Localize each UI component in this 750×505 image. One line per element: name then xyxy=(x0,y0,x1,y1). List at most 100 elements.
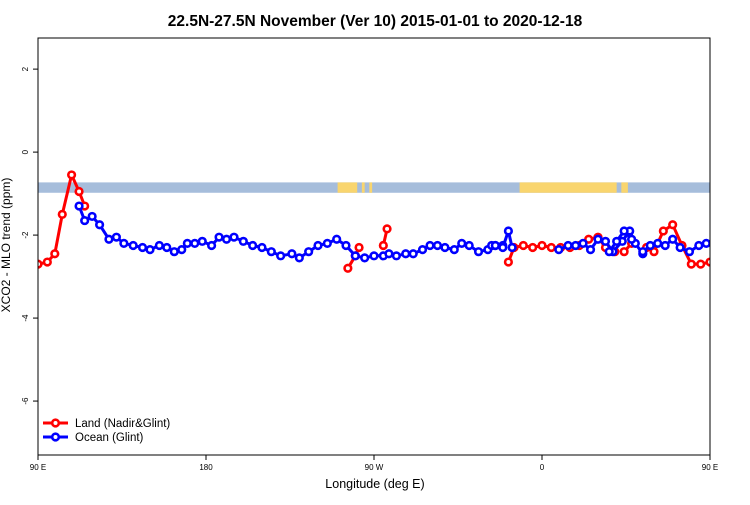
land-series-point xyxy=(688,261,695,268)
ocean-series-point xyxy=(451,246,458,253)
ocean-series-point xyxy=(139,244,146,251)
ocean-series-point xyxy=(595,236,602,243)
ocean-series-point xyxy=(343,242,350,249)
y-tick-label: 2 xyxy=(21,66,30,71)
ocean-series-point xyxy=(164,244,171,251)
ocean-series-point xyxy=(121,240,128,247)
ocean-series-point xyxy=(731,244,738,251)
plot-area xyxy=(35,172,750,272)
land-series-point xyxy=(52,250,59,257)
ocean-series-point xyxy=(712,244,719,251)
land-band-segment xyxy=(362,182,365,192)
ocean-series-point xyxy=(192,240,199,247)
ocean-series-point xyxy=(113,234,120,241)
ocean-series-point xyxy=(96,221,103,228)
y-axis-label: XCO2 - MLO trend (ppm) xyxy=(0,178,13,313)
ocean-series-point xyxy=(458,240,465,247)
ocean-series-point xyxy=(240,238,247,245)
ocean-series-point xyxy=(147,246,154,253)
ocean-series-point xyxy=(386,250,393,257)
ocean-series-point xyxy=(662,242,669,249)
land-band-segment xyxy=(621,182,628,192)
ocean-series-point xyxy=(216,234,223,241)
ocean-series-point xyxy=(744,234,750,241)
legend: Land (Nadir&Glint)Ocean (Glint) xyxy=(43,418,170,444)
ocean-series-point xyxy=(565,242,572,249)
land-series-point xyxy=(660,228,667,235)
ocean-series-point xyxy=(669,236,676,243)
ocean-series-point xyxy=(410,250,417,257)
ocean-series-point xyxy=(361,255,368,262)
ocean-series-point xyxy=(722,248,729,255)
ocean-series-point xyxy=(296,255,303,262)
ocean-series-point xyxy=(81,217,88,224)
land-series-point xyxy=(669,221,676,228)
legend-land-label: Land (Nadir&Glint) xyxy=(75,418,170,430)
ocean-series-point xyxy=(89,213,96,220)
ocean-series-point xyxy=(587,246,594,253)
ocean-series-point xyxy=(613,238,620,245)
land-series-point xyxy=(529,244,536,251)
ocean-series-point xyxy=(654,240,661,247)
ocean-series-point xyxy=(289,250,296,257)
ocean-series-point xyxy=(492,242,499,249)
y-tick-label: -4 xyxy=(21,314,30,322)
ocean-series-point xyxy=(602,238,609,245)
x-tick-label: 90 E xyxy=(702,463,718,472)
ocean-series-point xyxy=(509,244,516,251)
legend-ocean-marker xyxy=(52,434,59,441)
ocean-series-point xyxy=(677,244,684,251)
ocean-series-point xyxy=(500,244,507,251)
land-series-point xyxy=(548,244,555,251)
ocean-series-point xyxy=(621,228,628,235)
ocean-series-point xyxy=(171,248,178,255)
land-series-point xyxy=(380,242,387,249)
ocean-series-point xyxy=(184,240,191,247)
land-band-segment xyxy=(369,182,372,192)
land-series-point xyxy=(520,242,527,249)
x-tick-label: 0 xyxy=(540,463,545,472)
ocean-series-point xyxy=(442,244,449,251)
ocean-series-point xyxy=(628,236,635,243)
ocean-series-point xyxy=(738,238,745,245)
land-series-point xyxy=(539,242,546,249)
ocean-series-point xyxy=(199,238,206,245)
ocean-series-point xyxy=(696,242,703,249)
ocean-series-point xyxy=(324,240,331,247)
land-series-point xyxy=(384,226,391,233)
land-series-point xyxy=(345,265,352,272)
ocean-series-point xyxy=(76,203,83,210)
ocean-series-point xyxy=(315,242,322,249)
ocean-series-point xyxy=(371,253,378,260)
land-series-point xyxy=(725,211,732,218)
ocean-series-point xyxy=(427,242,434,249)
x-axis-label: Longitude (deg E) xyxy=(325,477,424,491)
ocean-series-point xyxy=(223,236,230,243)
land-band-segment xyxy=(520,182,617,192)
land-series-point xyxy=(744,188,750,195)
ocean-series-point xyxy=(268,248,275,255)
land-band-segment xyxy=(338,182,358,192)
ocean-series-point xyxy=(106,236,113,243)
ocean-series-point xyxy=(606,248,613,255)
land-series-point xyxy=(505,259,512,266)
ocean-series-point xyxy=(156,242,163,249)
ocean-series-point xyxy=(640,248,647,255)
y-tick-label: 0 xyxy=(21,149,30,154)
land-series-point xyxy=(716,250,723,257)
ocean-series-point xyxy=(208,242,215,249)
land-series-point xyxy=(697,261,704,268)
ocean-series-point xyxy=(505,228,512,235)
y-tick-label: -2 xyxy=(21,231,30,239)
x-tick-label: 180 xyxy=(199,463,213,472)
ocean-series-point xyxy=(556,246,563,253)
land-series-point xyxy=(735,172,742,179)
ocean-series-point xyxy=(352,253,359,260)
x-tick-label: 90 W xyxy=(365,463,384,472)
ocean-series-point xyxy=(249,242,256,249)
ocean-series-point xyxy=(572,242,579,249)
x-tick-label: 90 E xyxy=(30,463,46,472)
ocean-series-point xyxy=(277,253,284,260)
